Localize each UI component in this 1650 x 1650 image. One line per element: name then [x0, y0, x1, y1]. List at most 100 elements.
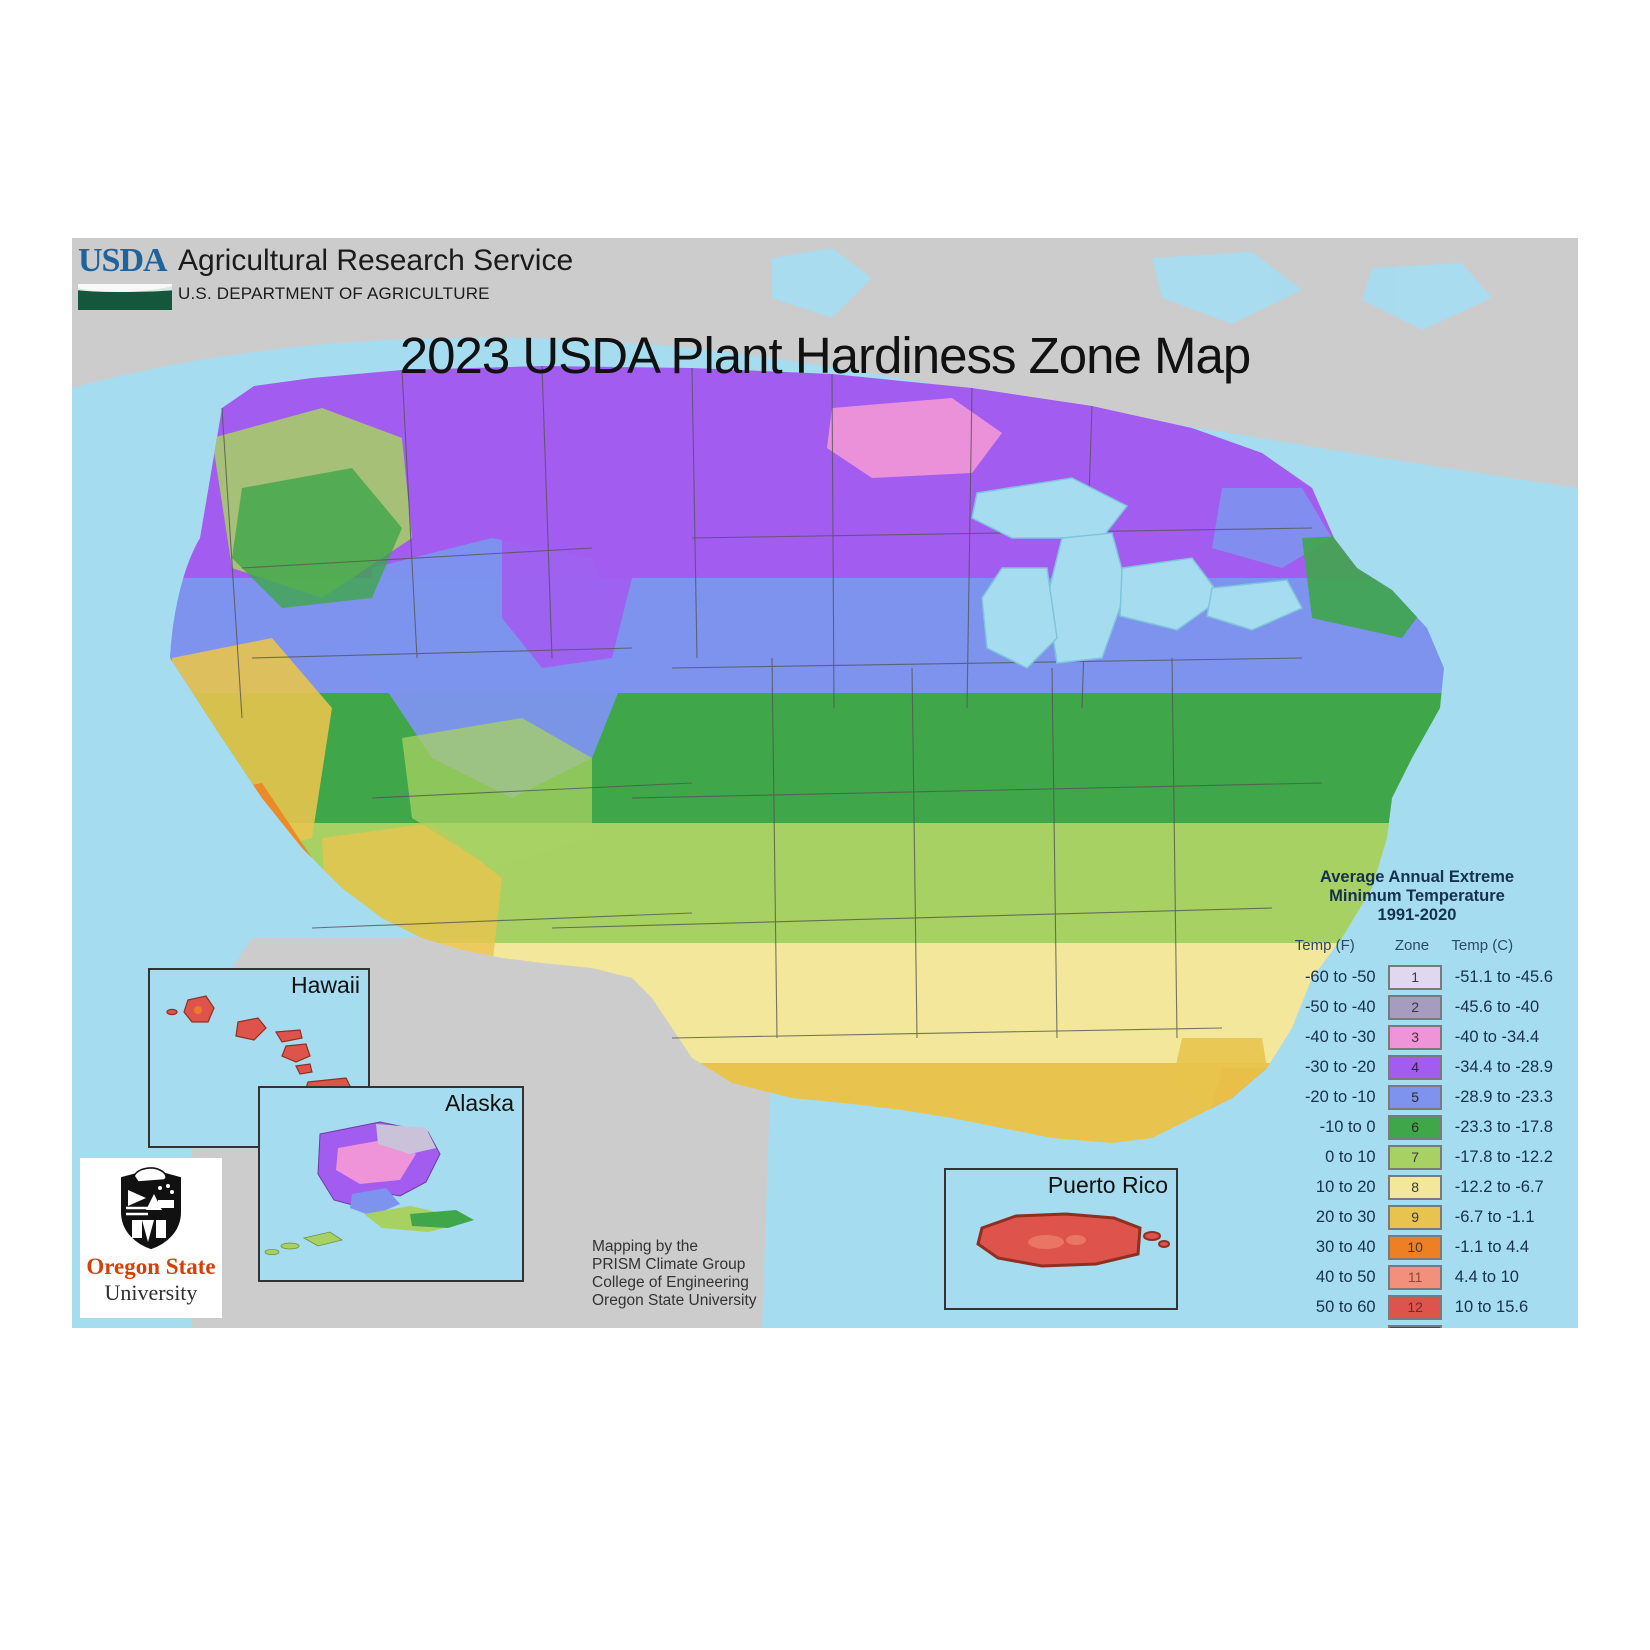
legend-temp-f: -30 to -20	[1304, 1057, 1376, 1076]
legend-temp-f: 0 to 10	[1325, 1147, 1376, 1166]
legend-zone-swatch[interactable]: 10	[1388, 1234, 1443, 1260]
legend-zone-swatch[interactable]: 8	[1388, 1174, 1443, 1200]
page-title: 2023 USDA Plant Hardiness Zone Map	[399, 327, 1251, 384]
osu-name-line1: Oregon State	[86, 1254, 216, 1279]
legend-zone-swatch[interactable]: 2	[1388, 994, 1443, 1020]
legend-temp-c: -17.8 to -12.2	[1454, 1147, 1553, 1166]
legend-temp-c: -23.3 to -17.8	[1454, 1117, 1553, 1136]
legend-row: -10 to 0 6 -23.3 to -17.8	[1267, 1112, 1567, 1142]
legend-temp-c: -51.1 to -45.6	[1454, 967, 1553, 986]
legend-row: -30 to -20 4 -34.4 to -28.9	[1267, 1052, 1567, 1082]
alaska-shape	[264, 1121, 474, 1255]
legend-zone-cell: 8	[1388, 1174, 1443, 1200]
legend-zone-swatch[interactable]: 4	[1388, 1054, 1443, 1080]
legend-row: 60 to 701315.6 to 21.1	[1267, 1322, 1567, 1328]
puerto-rico-shape	[976, 1212, 1170, 1268]
legend-temp-f: 50 to 60	[1315, 1297, 1376, 1316]
legend-zone-swatch[interactable]: 5	[1388, 1084, 1443, 1110]
legend-zone-cell: 1	[1388, 964, 1443, 990]
legend-row: 20 to 30 9 -6.7 to -1.1	[1267, 1202, 1567, 1232]
legend-row: 50 to 60 12 10 to 15.6	[1267, 1292, 1567, 1322]
prism-credit: Mapping by the PRISM Climate Group Colle…	[592, 1238, 757, 1310]
legend-zone-swatch[interactable]: 9	[1388, 1204, 1443, 1230]
legend-temp-f: 30 to 40	[1315, 1237, 1376, 1256]
legend-zone-swatch[interactable]: 1	[1388, 964, 1443, 990]
legend-temp-c: -28.9 to -23.3	[1454, 1087, 1553, 1106]
inset-label-hawaii: Hawaii	[290, 972, 360, 998]
legend-zone-swatch[interactable]: 7	[1388, 1144, 1443, 1170]
legend-zone-cell: 13	[1388, 1324, 1443, 1328]
legend-temp-c: -6.7 to -1.1	[1454, 1207, 1535, 1226]
legend-zone-cell: 3	[1388, 1024, 1443, 1050]
great-lakes	[971, 477, 1304, 669]
legend-zone-cell: 12	[1388, 1294, 1443, 1320]
legend-temp-f: -20 to -10	[1304, 1087, 1376, 1106]
legend-title-line3: 1991-2020	[1377, 906, 1457, 924]
legend-temp-f: 60 to 70	[1267, 1328, 1388, 1329]
inset-map-puerto-rico: Puerto Rico	[944, 1168, 1178, 1310]
department-name: U.S. DEPARTMENT OF AGRICULTURE	[178, 284, 490, 303]
legend-temp-c: -45.6 to -40	[1454, 997, 1540, 1016]
legend-zone-cell: 4	[1388, 1054, 1443, 1080]
legend-title: Average Annual Extreme Minimum Temperatu…	[1267, 868, 1567, 925]
legend-temp-f: 10 to 20	[1315, 1177, 1376, 1196]
legend-row: -60 to -50 1 -51.1 to -45.6	[1267, 962, 1567, 992]
legend-row: 10 to 20 8 -12.2 to -6.7	[1267, 1172, 1567, 1202]
legend-temp-f: 20 to 30	[1315, 1207, 1376, 1226]
legend-zone-cell: 11	[1388, 1264, 1443, 1290]
credit-line-3: College of Engineering	[592, 1274, 749, 1291]
legend-zone-swatch[interactable]: 11	[1388, 1264, 1443, 1290]
usda-field-swoosh-icon	[78, 280, 172, 310]
legend-temp-c: -1.1 to 4.4	[1454, 1237, 1530, 1256]
legend-temp-c: -40 to -34.4	[1454, 1027, 1540, 1046]
legend-row: 40 to 50 11 4.4 to 10	[1267, 1262, 1567, 1292]
legend-zone-cell: 2	[1388, 994, 1443, 1020]
legend-row: 30 to 40 10 -1.1 to 4.4	[1267, 1232, 1567, 1262]
legend-title-line2: Minimum Temperature	[1329, 887, 1505, 905]
legend-zone-cell: 9	[1388, 1204, 1443, 1230]
osu-beaver-crest-icon	[121, 1167, 181, 1250]
legend-temp-c: 4.4 to 10	[1454, 1267, 1519, 1286]
legend-header-fahrenheit: Temp (F)	[1294, 937, 1355, 954]
zone-band-6	[170, 693, 1444, 823]
agency-name: Agricultural Research Service	[178, 244, 574, 277]
legend-row: 0 to 10 7 -17.8 to -12.2	[1267, 1142, 1567, 1172]
legend-header-zone: Zone	[1394, 937, 1430, 954]
credit-line-2: PRISM Climate Group	[592, 1256, 746, 1273]
legend-temp-f: -50 to -40	[1304, 997, 1376, 1016]
osu-name-line2: University	[104, 1280, 198, 1305]
state-borders	[221, 365, 1323, 1039]
legend-temp-f: 40 to 50	[1315, 1267, 1376, 1286]
inset-label-puerto-rico: Puerto Rico	[1047, 1172, 1168, 1198]
legend-temp-c: 15.6 to 21.1	[1443, 1328, 1567, 1329]
oregon-state-university-logo: Oregon State University	[80, 1158, 222, 1318]
credit-line-1: Mapping by the	[592, 1238, 698, 1255]
legend-row: -20 to -10 5 -28.9 to -23.3	[1267, 1082, 1567, 1112]
legend-row: -40 to -30 3 -40 to -34.4	[1267, 1022, 1567, 1052]
legend-title-line1: Average Annual Extreme	[1319, 868, 1515, 886]
inset-map-alaska: Alaska	[258, 1086, 524, 1282]
map-poster: USDA Agricultural Research Service U.S. …	[72, 238, 1578, 1328]
legend-header-celsius: Temp (C)	[1451, 937, 1514, 954]
legend-temp-f: -60 to -50	[1304, 967, 1376, 986]
legend-column-headers: Temp (F) Zone Temp (C)	[1267, 937, 1567, 954]
legend-zone-cell: 7	[1388, 1144, 1443, 1170]
usda-logo: USDA	[78, 244, 172, 310]
legend-zone-swatch[interactable]: 3	[1388, 1024, 1443, 1050]
legend-rows: -60 to -50 1 -51.1 to -45.6 -50 to -40 2 -45.…	[1267, 962, 1567, 1328]
legend-zone-swatch[interactable]: 13	[1388, 1324, 1443, 1328]
usda-header-band: USDA Agricultural Research Service U.S. …	[72, 238, 732, 316]
legend-temp-c: -12.2 to -6.7	[1454, 1177, 1544, 1196]
legend-row: -50 to -40 2 -45.6 to -40	[1267, 992, 1567, 1022]
legend: Average Annual Extreme Minimum Temperatu…	[1267, 868, 1567, 1328]
usda-wordmark: USDA	[78, 242, 168, 279]
legend-zone-swatch[interactable]: 6	[1388, 1114, 1443, 1140]
credit-line-4: Oregon State University	[592, 1292, 757, 1309]
legend-zone-cell: 10	[1388, 1234, 1443, 1260]
legend-temp-f: -10 to 0	[1319, 1117, 1376, 1136]
legend-temp-c: 10 to 15.6	[1454, 1297, 1529, 1316]
inset-label-alaska: Alaska	[444, 1090, 514, 1116]
legend-temp-f: -40 to -30	[1304, 1027, 1376, 1046]
legend-zone-swatch[interactable]: 12	[1388, 1294, 1443, 1320]
